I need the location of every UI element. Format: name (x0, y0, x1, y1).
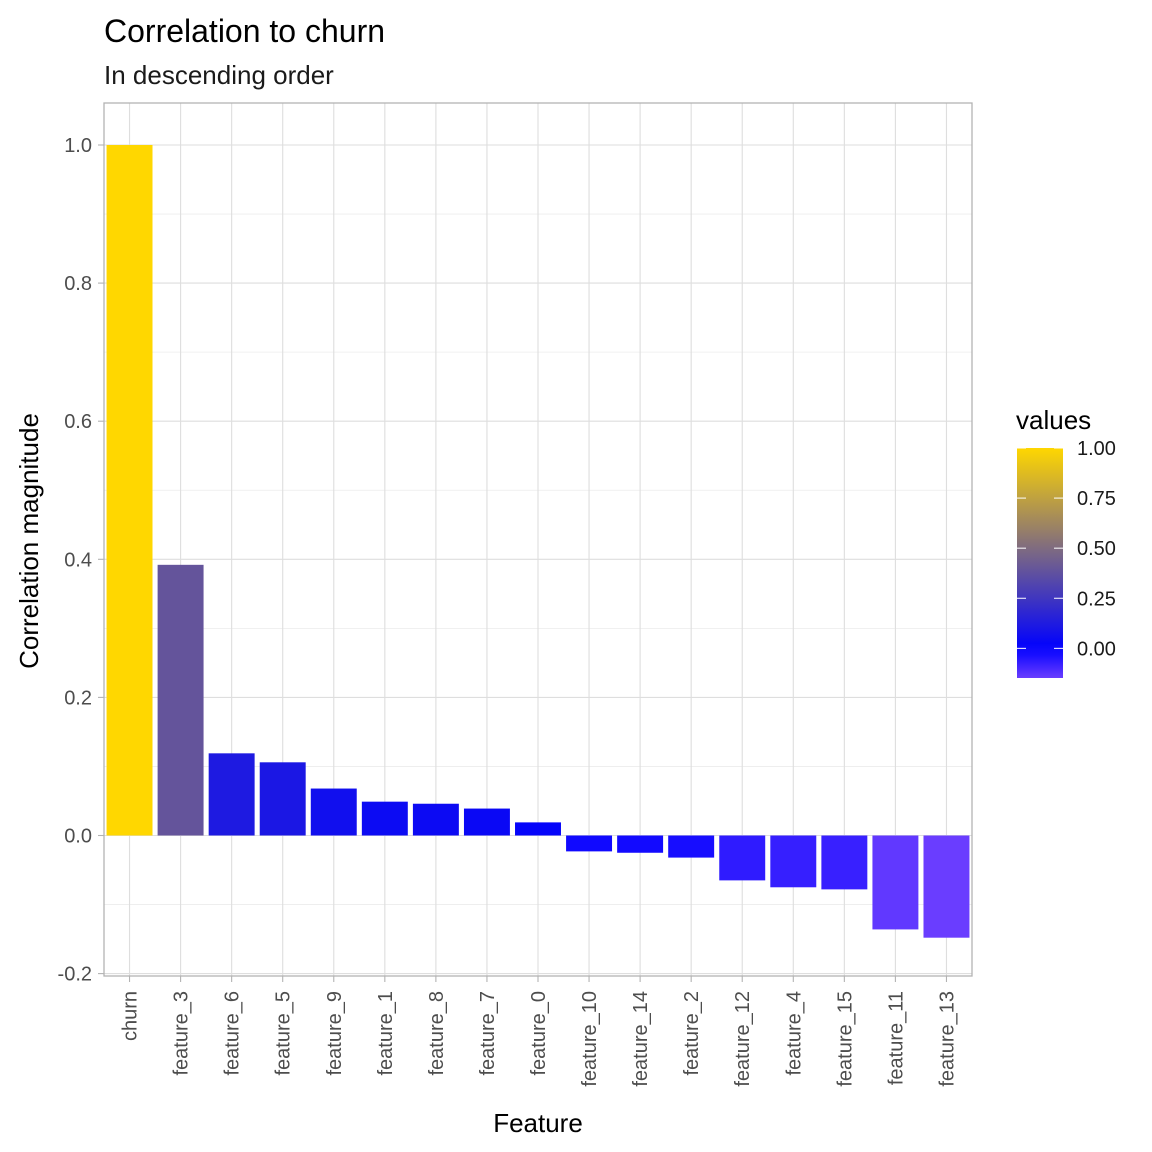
bar-feature_11 (872, 835, 919, 930)
x-tick-label: feature_0 (528, 991, 550, 1076)
y-tick-label: 0.0 (64, 826, 92, 848)
legend-label: 1.00 (1077, 438, 1116, 460)
x-axis: churn feature_3 feature_6 feature_5 feature_… (120, 976, 958, 1087)
y-tick-label: 0.8 (64, 273, 92, 295)
bar-feature_14 (617, 835, 664, 853)
bar-feature_8 (412, 803, 459, 836)
legend-label: 0.75 (1077, 488, 1116, 510)
y-tick-label: -0.2 (58, 964, 92, 986)
legend-label: 0.50 (1077, 538, 1116, 560)
y-axis: -0.2 0.0 0.2 0.4 0.6 0.8 1.0 (58, 135, 104, 986)
legend-colorbar (1017, 448, 1063, 678)
bar-feature_15 (821, 835, 868, 890)
y-tick-label: 0.6 (64, 411, 92, 433)
x-tick-label: feature_14 (630, 991, 652, 1087)
bar-feature_9 (310, 788, 357, 836)
x-tick-label: feature_6 (222, 991, 244, 1076)
legend-title: values (1016, 405, 1091, 435)
legend: values 0.00 0.25 0.50 0.75 1.00 (1016, 405, 1116, 678)
x-axis-title: Feature (493, 1108, 583, 1138)
bar-feature_12 (719, 835, 766, 881)
x-tick-label: feature_10 (579, 991, 601, 1087)
x-tick-label: feature_7 (477, 991, 499, 1076)
bar-feature_4 (770, 835, 817, 888)
bars (106, 145, 970, 938)
x-tick-label: feature_15 (834, 991, 856, 1087)
chart-title: Correlation to churn (104, 13, 385, 49)
bar-feature_2 (668, 835, 715, 858)
x-tick-label: feature_11 (885, 991, 907, 1085)
x-tick-label: feature_5 (273, 991, 295, 1076)
x-tick-label: feature_1 (375, 991, 397, 1076)
bar-feature_5 (259, 762, 306, 836)
bar-churn (106, 145, 153, 836)
bar-feature_13 (923, 835, 970, 938)
bar-feature_3 (157, 564, 204, 836)
y-axis-title: Correlation magnitude (14, 413, 44, 669)
x-tick-label: feature_13 (936, 991, 958, 1087)
x-tick-label: feature_9 (324, 991, 346, 1076)
bar-feature_7 (463, 808, 510, 836)
y-tick-label: 0.2 (64, 687, 92, 709)
bar-feature_1 (361, 801, 408, 836)
bar-feature_0 (515, 822, 561, 836)
bar-feature_10 (566, 835, 613, 852)
chart-subtitle: In descending order (104, 60, 334, 90)
x-tick-label: feature_2 (681, 991, 703, 1076)
x-tick-label: churn (120, 991, 142, 1041)
legend-label: 0.25 (1077, 588, 1116, 610)
legend-label: 0.00 (1077, 638, 1116, 660)
y-tick-label: 1.0 (64, 135, 92, 157)
x-tick-label: feature_8 (426, 991, 448, 1076)
x-tick-label: feature_4 (783, 991, 805, 1076)
x-tick-label: feature_12 (732, 991, 754, 1087)
x-tick-label: feature_3 (171, 991, 193, 1076)
bar-feature_6 (208, 753, 255, 836)
y-tick-label: 0.4 (64, 549, 92, 571)
